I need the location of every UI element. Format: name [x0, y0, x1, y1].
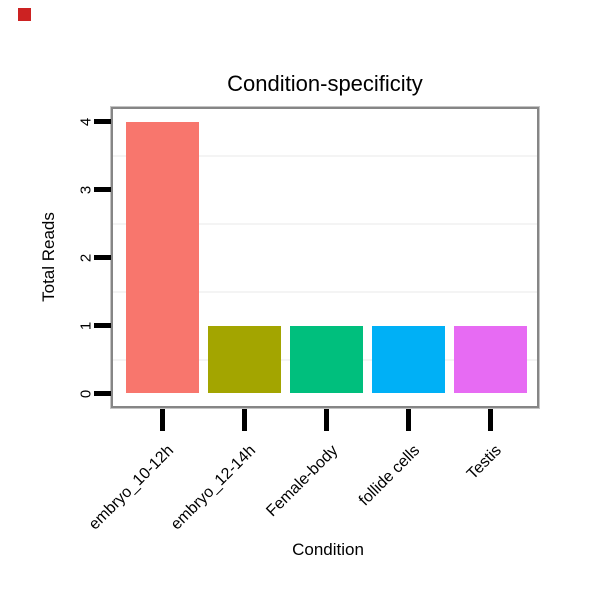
y-axis-tick-mark [94, 391, 111, 396]
y-axis-title: Total Reads [39, 212, 58, 302]
bar-follide cells [371, 325, 445, 394]
x-axis-title: Condition [292, 540, 364, 559]
bar-Female-body [289, 325, 363, 394]
chart-title: Condition-specificity [227, 71, 423, 96]
plot-panel [110, 106, 540, 409]
x-axis-tick-mark [487, 409, 493, 431]
x-axis-tick-mark [405, 409, 411, 431]
minor-gridline [113, 154, 537, 157]
x-axis-tick-mark [323, 409, 329, 431]
minor-gridline [113, 222, 537, 225]
bar-embryo_12-14h [207, 325, 281, 394]
y-axis-tick-mark [94, 119, 111, 125]
x-axis-tick-label: Female-body [263, 442, 342, 521]
x-axis-tick-label: embryo_10-12h [86, 442, 178, 534]
y-axis-tick-label: 0 [77, 389, 95, 398]
y-axis-tick-mark [94, 187, 111, 193]
x-axis-tick-label: Testis [464, 442, 506, 483]
bar-embryo_10-12h [126, 121, 199, 394]
y-axis-tick-mark [94, 255, 111, 261]
x-axis-tick-mark [160, 409, 165, 431]
y-axis-tick-label: 3 [77, 185, 95, 194]
y-axis-tick-label: 1 [77, 321, 95, 330]
x-axis-tick-mark [241, 409, 247, 431]
red-corner-marker [18, 8, 31, 21]
y-axis-tick-label: 2 [77, 253, 95, 262]
x-axis-tick-label: follide cells [355, 442, 424, 510]
bar-Testis [453, 325, 527, 394]
x-axis-tick-label: embryo_12-14h [168, 442, 260, 534]
minor-gridline [113, 290, 537, 293]
y-axis-tick-label: 4 [77, 117, 95, 127]
y-axis-tick-mark [94, 323, 111, 329]
